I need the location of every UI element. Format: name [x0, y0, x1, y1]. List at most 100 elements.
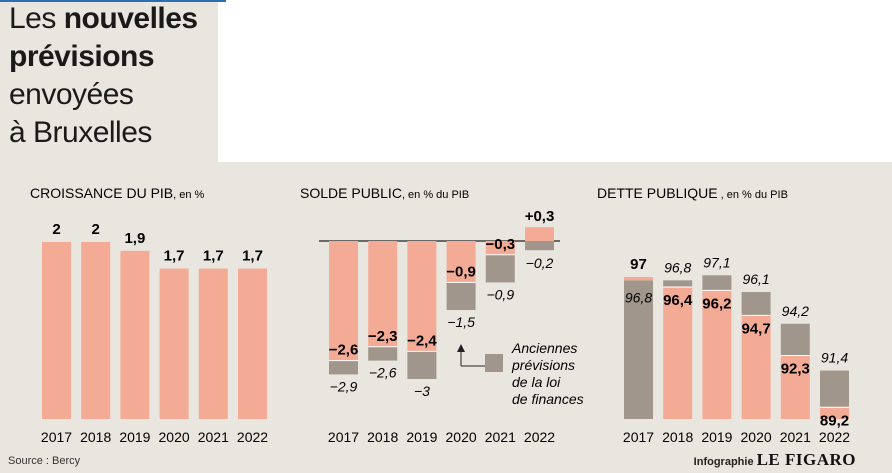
bar-solde-old-2021 [485, 254, 515, 283]
white-panel [218, 0, 892, 162]
tick-label-dette-2020: 2020 [741, 429, 772, 445]
value-label-dette-old-2021: 94,2 [782, 303, 809, 319]
bar-solde-new-2019 [407, 241, 437, 352]
value-label-solde-old-2018: −2,6 [369, 365, 397, 381]
bar-solde-old-2017 [329, 360, 358, 375]
value-label-solde-new-2020: −0,9 [446, 263, 476, 280]
chart-croissance: CROISSANCE DU PIB, en % 2 2017 2 2018 1,9 201… [30, 185, 268, 445]
tick-label-croissance-2018: 2018 [80, 429, 111, 445]
tick-label-solde-2018: 2018 [367, 429, 398, 445]
bar-dette-old-2020 [741, 292, 771, 316]
value-label-solde-new-2019: −2,4 [407, 332, 437, 349]
bar-solde-new-2022 [525, 227, 554, 241]
chart-title-dette: DETTE PUBLIQUE , en % du PIB [597, 185, 788, 201]
value-label-solde-new-2018: −2,3 [368, 328, 398, 345]
bar-dette-old-2018 [663, 280, 693, 288]
bar-dette-old-2021 [780, 323, 810, 356]
value-label-croissance-2022: 1,7 [242, 248, 263, 265]
value-label-dette-new-2022: 89,2 [820, 412, 849, 429]
value-label-croissance-2020: 1,7 [164, 248, 185, 265]
bar-croissance-2021 [198, 268, 228, 419]
tick-label-solde-2019: 2019 [406, 429, 437, 445]
bar-dette-old-2017 [624, 280, 653, 419]
legend-text-1: Anciennes [511, 340, 577, 356]
tick-label-solde-2021: 2021 [485, 429, 516, 445]
credit-prefix: Infographie [693, 456, 754, 468]
bar-croissance-2022 [238, 268, 267, 419]
bar-solde-old-2019 [407, 351, 437, 379]
bar-dette-old-2022 [820, 370, 849, 408]
bar-croissance-2020 [159, 268, 189, 419]
legend-text-4: de finances [512, 391, 584, 407]
tick-label-dette-2019: 2019 [701, 429, 732, 445]
bar-solde-old-2022 [525, 241, 554, 251]
value-label-dette-new-2020: 94,7 [741, 320, 770, 337]
value-label-dette-old-2020: 96,1 [742, 271, 769, 287]
legend-text-3: de la loi [512, 374, 561, 390]
value-label-dette-old-2017: 96,8 [625, 289, 652, 305]
bar-croissance-2017 [42, 242, 71, 419]
chart-title-croissance: CROISSANCE DU PIB, en % [30, 185, 205, 201]
bar-croissance-2018 [81, 242, 111, 419]
bar-dette-new-2021 [780, 355, 810, 419]
tick-label-croissance-2020: 2020 [159, 429, 190, 445]
value-label-dette-new-2018: 96,4 [663, 292, 693, 309]
tick-label-croissance-2017: 2017 [41, 429, 72, 445]
value-label-solde-old-2022: −0,2 [526, 255, 554, 271]
value-label-dette-new-2017: 97 [630, 256, 647, 273]
value-label-solde-old-2020: −1,5 [447, 314, 475, 330]
source: Source : Bercy [8, 455, 81, 467]
bar-dette-new-2018 [663, 287, 693, 419]
chart-solde: SOLDE PUBLIC, en % du PIB −2,6 −2,9 2017 −2… [300, 185, 560, 445]
value-label-croissance-2017: 2 [52, 221, 60, 238]
headline-bold-2: prévisions [9, 40, 155, 73]
headline-bold-1: nouvelles [63, 2, 198, 35]
bar-solde-new-2020 [446, 241, 476, 283]
value-label-solde-new-2021: −0,3 [485, 236, 515, 253]
value-label-croissance-2021: 1,7 [203, 248, 224, 265]
tick-label-croissance-2019: 2019 [119, 429, 150, 445]
value-label-solde-new-2017: −2,6 [329, 342, 359, 359]
legend-arrow-head [457, 344, 465, 352]
bar-solde-old-2018 [368, 346, 398, 361]
tick-label-solde-2022: 2022 [524, 429, 555, 445]
tick-label-dette-2018: 2018 [662, 429, 693, 445]
bar-solde-new-2017 [329, 241, 358, 361]
bar-dette-new-2019 [702, 290, 732, 419]
tick-label-solde-2017: 2017 [328, 429, 359, 445]
bar-dette-new-2020 [741, 315, 771, 419]
value-label-solde-old-2019: −3 [414, 383, 430, 399]
tick-label-croissance-2021: 2021 [198, 429, 229, 445]
headline-line-4: à Bruxelles [9, 116, 152, 149]
value-label-solde-old-2017: −2,9 [330, 378, 358, 394]
bar-dette-old-2019 [702, 275, 732, 291]
bar-solde-old-2020 [446, 282, 476, 310]
headline-line-3: envoyées [9, 78, 134, 111]
tick-label-croissance-2022: 2022 [237, 429, 268, 445]
legend: Anciennes prévisions de la loi de financ… [457, 340, 584, 407]
chart-title-solde: SOLDE PUBLIC, en % du PIB [300, 185, 469, 201]
value-label-croissance-2018: 2 [92, 221, 100, 238]
tick-label-dette-2017: 2017 [623, 429, 654, 445]
value-label-solde-old-2021: −0,9 [486, 286, 514, 302]
credit: Infographie LE FIGARO [694, 450, 856, 470]
chart-dette: DETTE PUBLIQUE , en % du PIB 97 96,8 2017 9… [597, 185, 850, 445]
value-label-croissance-2019: 1,9 [124, 230, 145, 247]
bar-dette-new-2017 [624, 277, 653, 281]
value-label-dette-new-2019: 96,2 [702, 295, 731, 312]
value-label-dette-new-2021: 92,3 [781, 361, 810, 378]
legend-text-2: prévisions [511, 357, 575, 373]
bar-dette-new-2022 [820, 407, 849, 419]
legend-swatch [485, 354, 503, 372]
value-label-dette-old-2018: 96,8 [664, 259, 691, 275]
top-rule [0, 0, 226, 2]
tick-label-dette-2022: 2022 [819, 429, 850, 445]
headline: Les nouvelles prévisions envoyées à Brux… [9, 0, 198, 152]
headline-light: Les [9, 2, 64, 35]
value-label-dette-old-2019: 97,1 [703, 254, 730, 270]
credit-brand: LE FIGARO [756, 450, 856, 469]
tick-label-dette-2021: 2021 [780, 429, 811, 445]
tick-label-solde-2020: 2020 [446, 429, 477, 445]
bar-solde-new-2021 [485, 241, 515, 255]
